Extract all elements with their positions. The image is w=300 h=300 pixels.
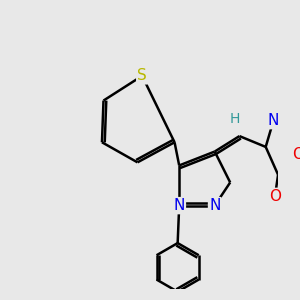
Text: S: S: [137, 68, 147, 83]
Text: N: N: [173, 198, 185, 213]
Text: O: O: [269, 189, 281, 204]
Text: N: N: [209, 198, 220, 213]
Text: N: N: [268, 113, 279, 128]
Text: O: O: [292, 147, 300, 162]
Text: H: H: [230, 112, 240, 126]
